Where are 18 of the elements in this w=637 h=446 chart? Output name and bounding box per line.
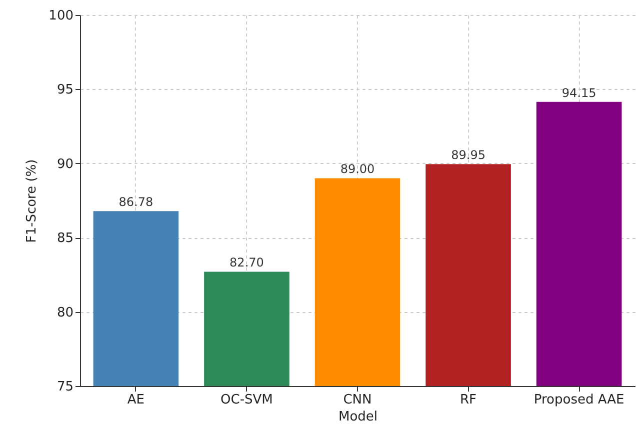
data-label: 89.00 [340,162,375,176]
x-tick-label: CNN [343,392,372,408]
x-tick-label: RF [460,392,477,408]
y-tick-label: 95 [56,82,74,98]
data-label: 86.78 [118,195,154,210]
y-tick-label: 85 [56,231,74,246]
data-label: 94.15 [562,86,596,100]
y-tick-label: 100 [48,8,74,24]
y-tick-label: 80 [56,305,74,320]
x-tick-label: Proposed AAE [534,392,624,408]
y-tick-label: 90 [56,156,74,172]
x-tick-label: AE [127,392,144,408]
data-label: 82.70 [230,256,264,270]
y-axis-title: F1-Score (%) [24,159,40,243]
x-axis-title: Model [338,410,378,424]
x-tick-label: OC-SVM [220,392,273,408]
data-label: 89.95 [451,148,486,162]
y-tick-label: 75 [56,380,74,394]
